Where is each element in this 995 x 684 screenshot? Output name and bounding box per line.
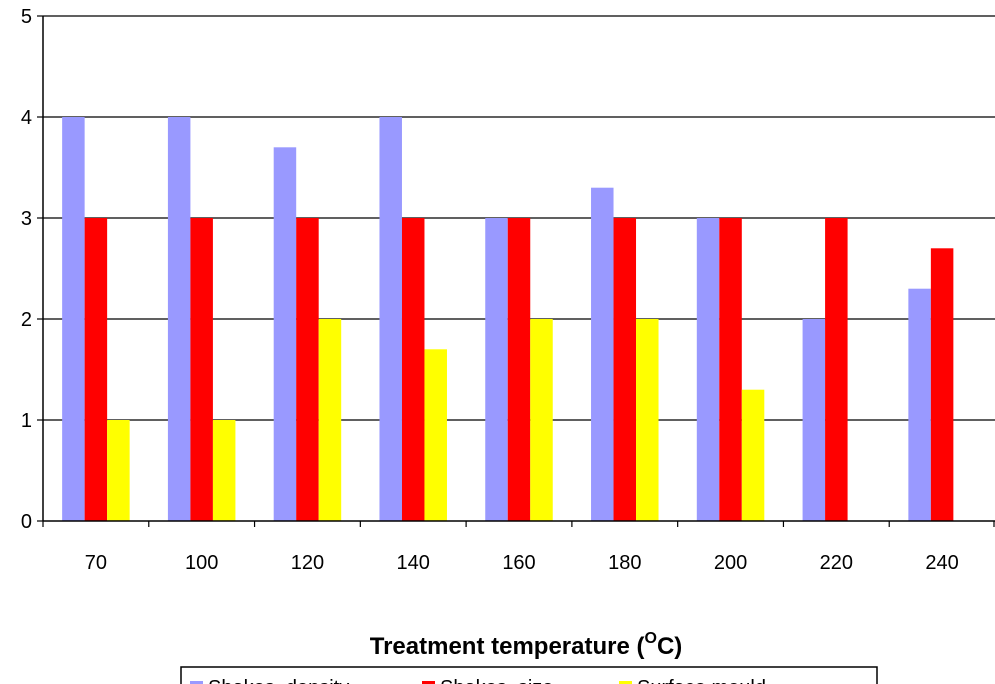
bar	[190, 218, 213, 521]
bar	[107, 420, 130, 521]
x-tick-label: 160	[502, 552, 535, 574]
bar	[908, 288, 931, 521]
bar	[719, 218, 742, 521]
x-tick-label: 220	[820, 552, 853, 574]
axes	[42, 16, 995, 527]
legend-swatch	[619, 681, 632, 684]
y-tick-labels: 0 1 2 3 4 5	[21, 6, 32, 533]
legend-frame	[180, 666, 878, 684]
bar	[424, 349, 447, 521]
y-tick-label: 5	[21, 6, 32, 28]
bar	[696, 218, 720, 521]
bar	[485, 218, 508, 521]
bar	[930, 248, 954, 522]
bar	[802, 319, 826, 521]
y-tick-label: 1	[21, 410, 32, 432]
bar	[296, 218, 319, 521]
x-tick-label: 180	[608, 552, 641, 574]
legend-swatch	[190, 681, 203, 684]
bar	[507, 218, 531, 521]
x-tick-labels: 70 100 120 140 160 180 200 220 240	[85, 552, 959, 574]
legend-swatch	[422, 681, 435, 684]
y-tick-label: 0	[21, 511, 32, 533]
bar	[379, 117, 402, 521]
y-tick-label: 3	[21, 208, 32, 230]
bar	[401, 218, 425, 521]
x-tick-label: 240	[925, 552, 958, 574]
bar	[84, 218, 108, 521]
y-tick-label: 2	[21, 309, 32, 331]
bar	[318, 319, 342, 521]
x-axis-label: Treatment temperature (OC)	[370, 630, 683, 660]
bar	[591, 187, 614, 521]
y-tick-label: 4	[21, 107, 32, 129]
bar	[167, 117, 191, 521]
bar	[825, 218, 848, 521]
x-tick-label: 100	[185, 552, 218, 574]
bar	[530, 319, 553, 521]
bar	[741, 389, 765, 521]
x-tick-label: 70	[85, 552, 107, 574]
x-tick-label: 140	[397, 552, 430, 574]
legend-label: Surface mould	[637, 677, 766, 684]
legend: Shakes, density Shakes, size Surface mould	[180, 666, 878, 684]
bar	[212, 420, 236, 521]
x-tick-label: 120	[291, 552, 324, 574]
bar	[636, 319, 659, 521]
bars-group	[62, 117, 954, 522]
legend-label: Shakes, size	[440, 677, 553, 684]
bar	[273, 147, 297, 522]
x-tick-label: 200	[714, 552, 747, 574]
bar	[613, 218, 637, 521]
legend-label: Shakes, density	[208, 677, 349, 684]
bar	[62, 117, 85, 521]
